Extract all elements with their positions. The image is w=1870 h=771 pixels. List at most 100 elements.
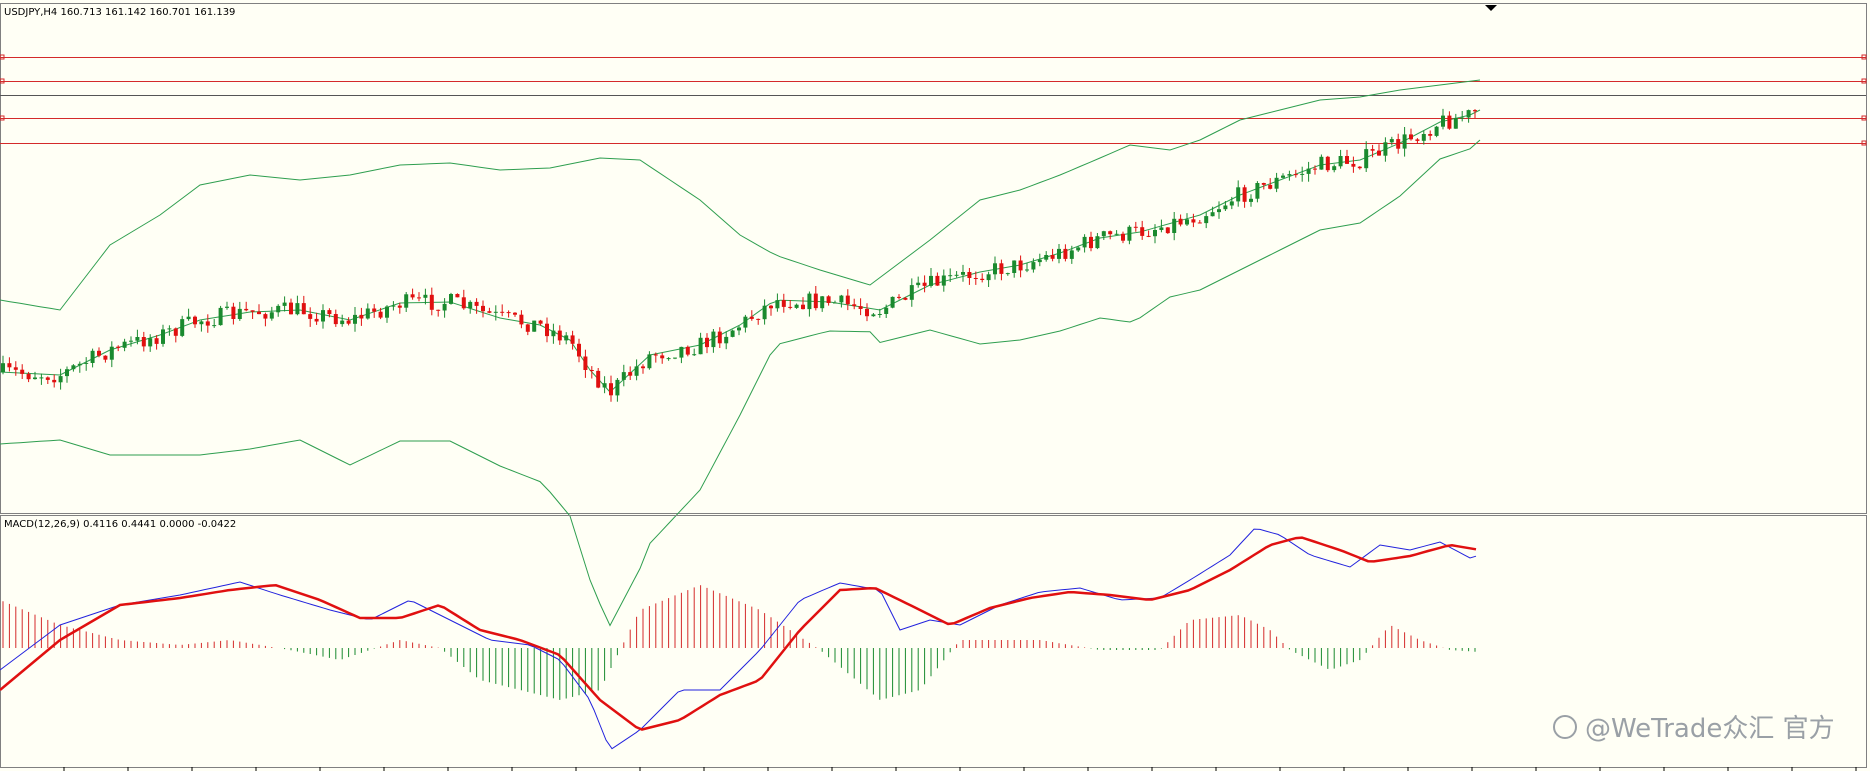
candle-body [231, 306, 236, 319]
candle-body [551, 330, 556, 337]
candle-body [1005, 273, 1010, 275]
candlesticks[interactable] [1, 108, 1477, 402]
candle-body [129, 340, 133, 342]
candle-body [839, 295, 844, 303]
candle-body [807, 293, 812, 310]
candle-body [468, 301, 473, 309]
horizontal-lines[interactable] [0, 54, 1867, 146]
hline-handle-left-2[interactable] [0, 78, 5, 84]
candle-body [1044, 255, 1049, 260]
candle-body [103, 355, 108, 360]
candle-body [410, 294, 415, 298]
candle-body [1313, 168, 1317, 170]
macd-line [0, 528, 1477, 750]
candle-body [263, 314, 268, 319]
candle-body [116, 346, 121, 348]
candle-body [1441, 115, 1445, 127]
shift-marker-icon[interactable] [1485, 5, 1497, 11]
candle-body [705, 337, 709, 348]
candle-body [276, 305, 281, 313]
candle-body [717, 331, 722, 344]
candle-body [7, 363, 12, 368]
candle-body [97, 350, 101, 356]
candle-body [321, 310, 325, 322]
hline-handle-left-3[interactable] [0, 115, 5, 121]
candle-body [455, 294, 460, 298]
candle-body [1159, 227, 1164, 230]
candle-body [1165, 227, 1170, 234]
candle-body [519, 314, 524, 325]
candle-body [1255, 183, 1260, 199]
hline-handle-right-4[interactable] [1861, 140, 1867, 146]
candle-body [858, 306, 863, 309]
hline-handle-left-1[interactable] [0, 54, 5, 60]
candle-body [1389, 139, 1394, 143]
bollinger-middle [0, 109, 1481, 393]
candle-body [1223, 205, 1228, 210]
candle-body [333, 314, 338, 325]
candle-body [794, 304, 799, 308]
candle-body [903, 297, 908, 300]
macd-label: MACD(12,26,9) 0.4116 0.4441 0.0000 -0.04… [4, 519, 236, 530]
candle-body [666, 358, 671, 360]
candle-body [1306, 168, 1311, 174]
hline-handle-right-2[interactable] [1861, 78, 1867, 84]
candle-body [340, 320, 345, 325]
candle-body [359, 314, 364, 319]
candle-body [58, 376, 63, 383]
candle-body [199, 321, 204, 325]
candle-body [282, 302, 287, 306]
candle-body [1345, 156, 1349, 164]
candle-body [269, 312, 274, 319]
candle-body [961, 272, 965, 275]
candle-body [570, 335, 575, 344]
candle-body [1261, 183, 1266, 185]
watermark-text: @WeTrade众汇 官方 [1585, 714, 1835, 744]
bollinger-bands [0, 79, 1481, 627]
macd-panel[interactable]: MACD(12,26,9) 0.4116 0.4441 0.0000 -0.04… [0, 515, 1867, 768]
hline-handle-right-3[interactable] [1861, 115, 1867, 121]
candle-body [461, 297, 466, 309]
candle-body [1229, 201, 1234, 206]
candle-body [1319, 156, 1324, 170]
candle-body [417, 297, 421, 299]
candle-body [397, 305, 402, 308]
candle-body [481, 305, 485, 312]
candle-body [205, 321, 210, 326]
candle-body [820, 296, 825, 309]
candle-body [1421, 134, 1426, 141]
candle-body [916, 282, 921, 286]
candle-body [148, 338, 153, 347]
candle-body [1274, 177, 1279, 189]
candle-body [1172, 218, 1177, 233]
candle-body [26, 373, 31, 380]
candle-body [1069, 250, 1074, 259]
candle-body [628, 372, 633, 376]
candle-body [935, 275, 940, 286]
candle-body [993, 263, 997, 275]
candle-body [391, 305, 396, 307]
candle-body [621, 372, 626, 380]
candle-body [385, 306, 389, 318]
candle-body [743, 316, 748, 328]
candle-body [1101, 231, 1106, 237]
candle-body [653, 354, 658, 356]
candle-body [737, 327, 741, 331]
price-panel[interactable]: USDJPY,H4 160.713 161.142 160.701 161.13… [0, 3, 1867, 627]
candle-body [538, 320, 543, 324]
candle-body [1089, 236, 1093, 249]
candle-body [1140, 227, 1145, 236]
candle-body [973, 278, 978, 279]
candle-body [762, 305, 767, 320]
hline-handle-right-1[interactable] [1861, 54, 1867, 60]
candle-body [1012, 260, 1017, 273]
candle-body [295, 303, 300, 315]
candle-body [685, 346, 690, 355]
candle-body [532, 320, 537, 332]
candle-body [698, 337, 703, 355]
candle-body [1153, 230, 1157, 237]
candle-body [999, 263, 1004, 274]
candle-body [756, 318, 761, 320]
